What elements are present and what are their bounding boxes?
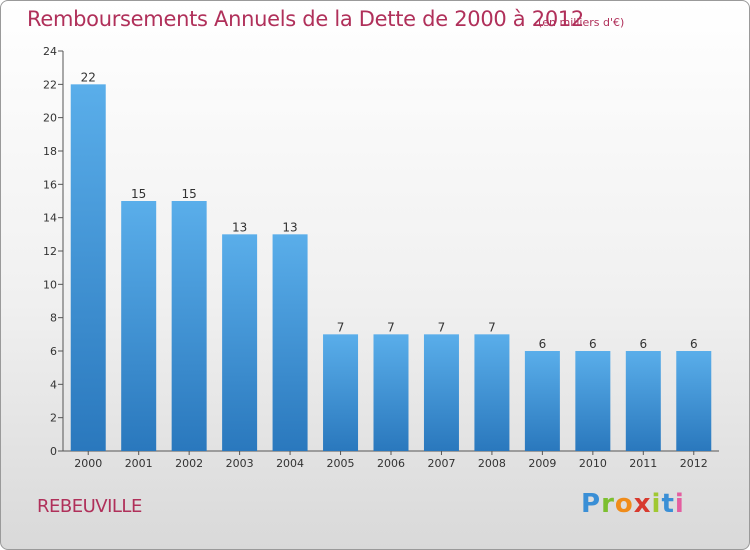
bar-2005 (323, 334, 359, 451)
x-tick-label: 2007 (427, 457, 455, 470)
bar-2001 (121, 201, 157, 451)
x-tick-label: 2010 (579, 457, 607, 470)
y-tick-label: 6 (50, 345, 57, 358)
bar-value-label: 7 (438, 320, 446, 334)
commune-name: REBEUVILLE (37, 496, 142, 517)
y-tick-label: 12 (43, 245, 57, 258)
bar-value-label: 7 (337, 320, 345, 334)
x-tick-label: 2001 (125, 457, 153, 470)
x-tick-label: 2009 (528, 457, 556, 470)
x-tick-label: 2000 (74, 457, 102, 470)
bar-2000 (70, 84, 106, 451)
y-tick-label: 0 (50, 445, 57, 458)
bar-2003 (222, 234, 258, 451)
proxiti-logo: Proxiti (581, 489, 685, 519)
x-tick-label: 2003 (226, 457, 254, 470)
y-tick-label: 20 (43, 112, 57, 125)
y-tick-label: 4 (50, 378, 57, 391)
chart-title: Remboursements Annuels de la Dette de 20… (27, 7, 584, 31)
y-tick-label: 18 (43, 145, 57, 158)
bar-value-label: 13 (232, 220, 247, 234)
bar-value-label: 13 (282, 220, 297, 234)
bar-2011 (625, 351, 661, 451)
bar-2009 (524, 351, 560, 451)
y-tick-label: 2 (50, 412, 57, 425)
x-tick-label: 2011 (629, 457, 657, 470)
bar-2007 (423, 334, 459, 451)
bar-value-label: 22 (81, 70, 96, 84)
x-tick-label: 2012 (680, 457, 708, 470)
bar-2008 (474, 334, 510, 451)
bar-value-label: 6 (690, 337, 698, 351)
bar-value-label: 6 (589, 337, 597, 351)
bar-2012 (676, 351, 712, 451)
bar-value-label: 6 (639, 337, 647, 351)
x-tick-label: 2004 (276, 457, 304, 470)
bar-value-label: 15 (182, 187, 197, 201)
bar-value-label: 6 (539, 337, 547, 351)
y-tick-label: 8 (50, 312, 57, 325)
chart-labels: 2000 22 2001 15 2002 15 2003 13 2004 13 2005 7 2006 7… (74, 70, 708, 470)
y-tick-label: 24 (43, 45, 57, 58)
x-tick-label: 2006 (377, 457, 405, 470)
x-tick-label: 2002 (175, 457, 203, 470)
x-tick-label: 2008 (478, 457, 506, 470)
bar-2004 (272, 234, 308, 451)
bar-value-label: 15 (131, 187, 146, 201)
x-tick-label: 2005 (327, 457, 355, 470)
bar-2010 (575, 351, 611, 451)
chart-unit: (en milliers d'€) (538, 16, 625, 29)
bar-2002 (171, 201, 207, 451)
y-tick-label: 22 (43, 78, 57, 91)
y-tick-label: 10 (43, 278, 57, 291)
y-tick-label: 16 (43, 178, 57, 191)
bar-2006 (373, 334, 409, 451)
bar-value-label: 7 (488, 320, 496, 334)
y-tick-label: 14 (43, 212, 57, 225)
chart-bars (70, 84, 712, 451)
bar-value-label: 7 (387, 320, 395, 334)
